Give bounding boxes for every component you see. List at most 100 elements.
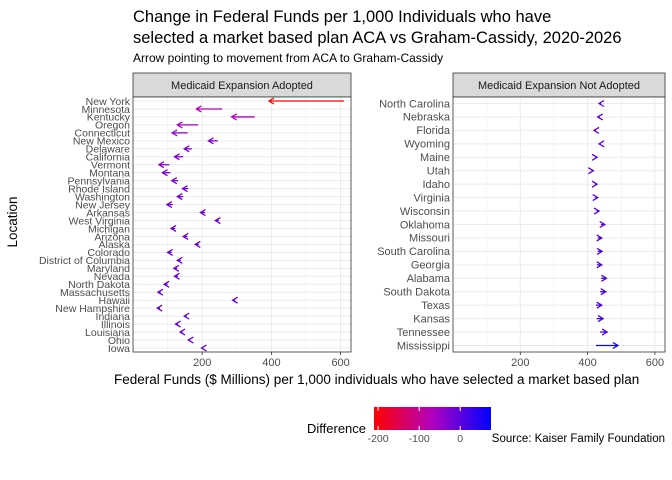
legend-tick-label: 0	[457, 433, 463, 445]
arrow-texas	[596, 301, 603, 309]
y-tick-label: Wisconsin	[400, 206, 450, 218]
arrow-indiana	[182, 312, 190, 320]
y-tick-label: Hawaii	[98, 295, 130, 307]
y-tick-label: North Carolina	[379, 98, 451, 110]
arrow-wisconsin	[593, 207, 601, 215]
arrow-florida	[592, 126, 600, 134]
y-tick-label: Wyoming	[404, 139, 450, 151]
x-tick-label: 400	[262, 357, 280, 369]
facet-strip	[452, 72, 666, 98]
arrow-maryland	[172, 264, 180, 272]
facet-panel-1: Medicaid Expansion Adopted New YorkMinnes…	[39, 72, 352, 369]
y-tick-label: Florida	[416, 125, 451, 137]
y-tick-label: California	[86, 152, 131, 164]
arrow-wyoming	[597, 140, 605, 148]
y-tick-label: Arkansas	[86, 207, 130, 219]
y-tick-label: Ohio	[108, 335, 130, 347]
y-tick-label: Delaware	[86, 144, 131, 156]
y-tick-label: Minnesota	[82, 104, 131, 116]
y-tick-label: District of Columbia	[39, 255, 130, 267]
arrow-south-dakota	[600, 288, 608, 296]
facet-strip-label: Medicaid Expansion Not Adopted	[478, 80, 640, 92]
y-tick-label: Nevada	[94, 271, 130, 283]
arrow-oklahoma	[599, 220, 607, 229]
y-tick-label: South Dakota	[383, 287, 451, 299]
arrow-mississippi	[596, 341, 620, 350]
y-tick-label: Kansas	[413, 313, 450, 325]
facet-panel-2: Medicaid Expansion Not Adopted North Caro…	[377, 72, 666, 369]
y-tick-label: Oregon	[95, 120, 130, 132]
y-tick-label: Vermont	[91, 160, 130, 172]
arrow-louisiana	[178, 328, 186, 336]
arrow-district-of-columbia	[176, 256, 183, 264]
y-tick-label: Michigan	[88, 223, 130, 235]
arrow-new-york	[267, 97, 345, 105]
y-tick-label: North Dakota	[68, 279, 130, 291]
arrow-nevada	[173, 272, 180, 280]
arrow-idaho	[591, 180, 599, 188]
legend-tick-label: -200	[368, 433, 389, 445]
arrow-montana	[161, 169, 171, 177]
arrow-arkansas	[199, 208, 206, 217]
arrow-california	[173, 153, 184, 161]
y-tick-label: Texas	[421, 300, 450, 312]
y-tick-label: Indiana	[96, 311, 131, 323]
arrow-hawaii	[231, 296, 238, 304]
y-tick-label: Massachusetts	[60, 287, 130, 299]
arrow-north-carolina	[597, 99, 605, 108]
panel-border	[452, 96, 666, 353]
y-tick-label: Iowa	[108, 343, 130, 355]
facet-strip-label: Medicaid Expansion Adopted	[171, 80, 313, 92]
arrow-alabama	[601, 274, 608, 282]
arrow-ohio	[187, 336, 194, 344]
y-tick-label: Idaho	[422, 179, 450, 191]
arrow-new-mexico	[207, 137, 218, 145]
x-tick-label: 600	[331, 357, 349, 369]
x-tick-label: 200	[193, 357, 211, 369]
y-tick-label: Missouri	[409, 233, 450, 245]
facet-strip	[132, 72, 352, 98]
y-tick-label: Maine	[420, 152, 450, 164]
arrow-pennsylvania	[170, 177, 178, 185]
arrow-michigan	[169, 224, 177, 233]
y-tick-label: Nebraska	[403, 112, 451, 124]
chart-title-line2: selected a market based plan ACA vs Grah…	[133, 29, 622, 47]
y-tick-label: Mississippi	[397, 340, 450, 352]
arrow-north-dakota	[162, 280, 170, 288]
y-tick-label: Rhode Island	[68, 183, 130, 195]
arrow-virginia	[592, 194, 599, 202]
arrow-georgia	[596, 261, 603, 269]
y-tick-label: Maryland	[87, 263, 130, 275]
y-tick-label: Utah	[427, 166, 450, 178]
panel-border	[132, 96, 352, 353]
arrow-connecticut	[170, 129, 188, 137]
arrow-kansas	[596, 315, 605, 323]
facet-panels: Medicaid Expansion Adopted New YorkMinnes…	[39, 72, 666, 369]
y-tick-label: Kentucky	[87, 112, 131, 124]
arrow-missouri	[596, 234, 603, 242]
y-tick-label: Colorado	[87, 247, 130, 259]
arrow-new-jersey	[165, 201, 173, 209]
x-tick-label: 600	[646, 357, 664, 369]
y-tick-label: South Carolina	[377, 246, 451, 258]
arrow-iowa	[200, 344, 207, 352]
y-tick-label: Oklahoma	[400, 219, 451, 231]
legend-ticks: -200 -100 0	[368, 407, 463, 445]
arrow-arizona	[181, 232, 189, 241]
y-tick-label: Montana	[89, 168, 130, 180]
y-tick-label: Virginia	[414, 192, 451, 204]
y-tick-label: Connecticut	[75, 128, 131, 140]
arrow-vermont	[157, 161, 170, 169]
y-tick-label: New Jersey	[75, 199, 131, 211]
arrow-oregon	[176, 121, 199, 129]
y-tick-label: Washington	[75, 191, 130, 203]
legend-title: Difference	[307, 421, 366, 436]
arrow-alaska	[194, 240, 201, 248]
arrow-tennessee	[600, 328, 609, 336]
x-axis-title: Federal Funds ($ Millions) per 1,000 ind…	[114, 372, 639, 387]
y-tick-label: Illinois	[101, 319, 130, 331]
y-tick-label: Alaska	[98, 239, 130, 251]
y-tick-label: New Mexico	[73, 136, 130, 148]
y-tick-label: Tennessee	[397, 327, 450, 339]
y-tick-label: New York	[86, 96, 131, 108]
